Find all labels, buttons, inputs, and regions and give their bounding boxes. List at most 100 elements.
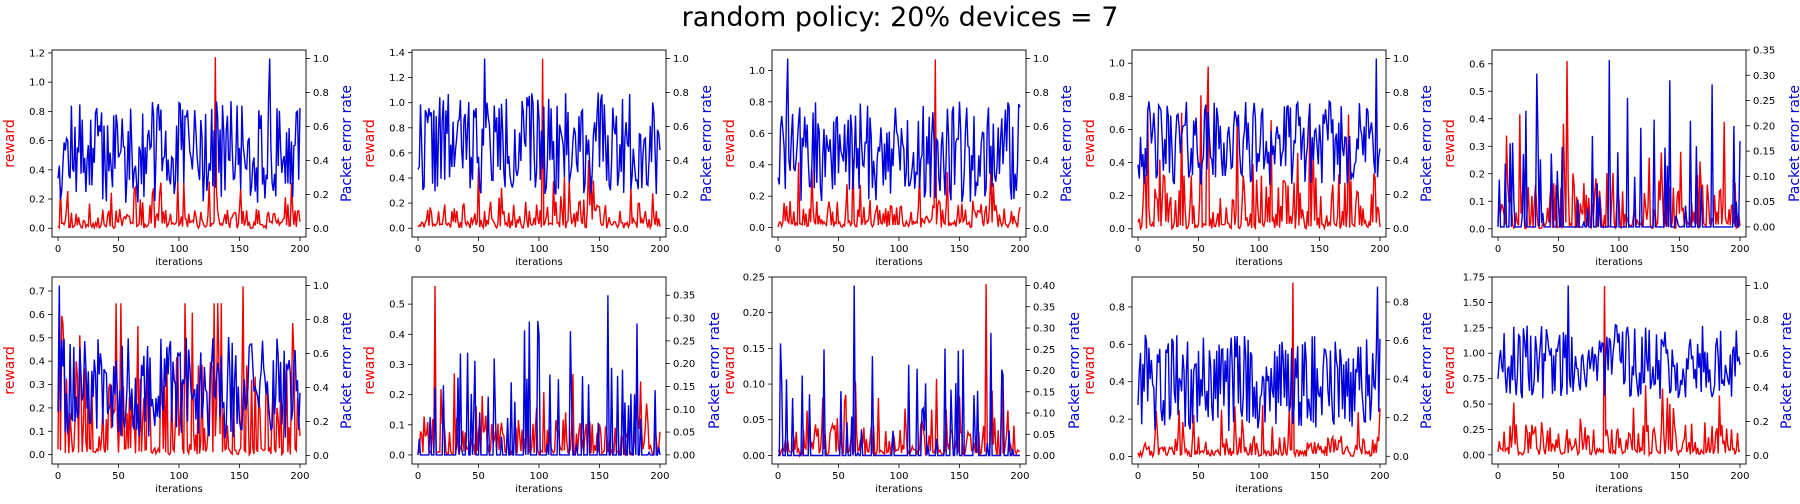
packet-error-rate-line [778,285,1020,457]
y-left-tick-label: 1.75 [1463,273,1485,284]
x-tick-label: 200 [1370,244,1389,255]
y-left-axis-label: reward [1442,346,1458,395]
y-left-tick-label: 0.0 [29,224,45,235]
y-left-tick-label: 1.0 [389,98,405,109]
y-left-tick-label: 1.0 [749,66,765,77]
x-tick-label: 0 [1495,471,1501,482]
y-right-tick-label: 0.15 [1753,147,1775,158]
y-right-tick-label: 1.0 [1753,281,1769,292]
x-tick-label: 50 [112,471,125,482]
y-right-tick-label: 0.8 [673,88,689,99]
x-tick-label: 0 [55,471,61,482]
y-left-tick-label: 0.2 [389,390,405,401]
y-left-tick-label: 0.3 [389,360,405,371]
y-left-tick-label: 0.0 [29,450,45,461]
y-left-tick-label: 0.25 [1463,425,1485,436]
y-right-tick-label: 0.15 [673,382,695,393]
x-tick-label: 150 [1310,471,1329,482]
y-left-tick-label: 0.10 [743,380,765,391]
y-left-tick-label: 0.2 [749,192,765,203]
y-right-tick-label: 0.0 [313,451,329,462]
y-left-tick-label: 1.2 [389,73,405,84]
y-right-tick-label: 0.30 [1753,71,1775,82]
y-left-tick-label: 0.2 [1469,169,1485,180]
x-tick-label: 100 [169,244,188,255]
y-left-tick-label: 0.15 [743,344,765,355]
x-tick-label: 200 [290,244,309,255]
y-left-tick-label: 1.0 [1109,59,1125,70]
packet-error-rate-line [1137,58,1381,185]
y-left-tick-label: 0.4 [29,357,45,368]
y-left-axis-label: reward [2,119,18,168]
x-tick-label: 200 [1730,244,1749,255]
y-left-tick-label: 0.6 [29,136,45,147]
y-left-tick-label: 1.4 [389,48,405,59]
y-right-axis-label: Packet error rate [707,312,723,429]
packet-error-rate-line [57,58,301,203]
y-right-tick-label: 0.20 [673,359,695,370]
x-tick-label: 50 [1192,244,1205,255]
x-tick-label: 50 [1192,471,1205,482]
y-left-tick-label: 0.3 [1469,142,1485,153]
figure-title: random policy: 20% devices = 7 [681,2,1119,33]
y-right-tick-label: 0.00 [673,450,695,461]
y-right-tick-label: 0.2 [1393,190,1409,201]
x-tick-label: 150 [950,471,969,482]
x-axis-label: iterations [1235,484,1282,495]
y-right-tick-label: 0.4 [313,156,329,167]
y-right-tick-label: 0.8 [1393,88,1409,99]
y-left-tick-label: 0.8 [29,107,45,118]
y-right-tick-label: 0.10 [1033,409,1055,420]
subplot-2: 0 50 100 150 200 iterations 0.0 0.2 0.4 0.6 0.8 1.0… [362,48,715,268]
y-right-tick-label: 1.0 [1393,54,1409,65]
y-left-tick-label: 0.4 [389,174,405,185]
y-left-tick-label: 0.4 [749,160,765,171]
y-left-tick-label: 0.05 [743,415,765,426]
x-axis-label: iterations [875,257,922,268]
reward-line [417,285,661,457]
x-tick-label: 50 [472,471,485,482]
y-right-tick-label: 0.4 [1393,375,1409,386]
y-right-tick-label: 0.30 [673,314,695,325]
packet-error-rate-line [1137,286,1381,432]
y-right-tick-label: 0.0 [313,224,329,235]
y-right-tick-label: 0.6 [1393,336,1409,347]
y-right-tick-label: 0.10 [1753,172,1775,183]
subplot-9: 0 50 100 150 200 iterations 0.0 0.2 0.4 0.6 0.8 0.0… [1082,276,1435,495]
x-tick-label: 0 [1135,471,1141,482]
y-right-tick-label: 1.0 [313,54,329,65]
y-left-tick-label: 0.0 [1109,224,1125,235]
y-left-tick-label: 0.1 [29,427,45,438]
x-axis-label: iterations [1235,257,1282,268]
subplot-7: 0 50 100 150 200 iterations 0.0 0.1 0.2 0.3 0.4 0.5… [362,276,723,495]
y-right-tick-label: 0.8 [1033,88,1049,99]
y-left-tick-label: 1.50 [1463,298,1485,309]
y-right-tick-label: 0.20 [1753,121,1775,132]
subplot-5: 0 50 100 150 200 iterations 0.0 0.1 0.2 0.3 0.4 0.5… [1442,46,1800,269]
reward-line [57,286,301,458]
y-left-axis-label: reward [722,346,738,395]
y-right-tick-label: 1.0 [313,281,329,292]
y-right-tick-label: 0.00 [1033,451,1055,462]
y-left-tick-label: 0.0 [1469,224,1485,235]
y-right-tick-label: 0.05 [1033,430,1055,441]
reward-line [1497,286,1740,458]
y-left-axis-label: reward [1082,119,1098,168]
y-right-axis-label: Packet error rate [1779,312,1795,429]
y-right-tick-label: 0.05 [1753,197,1775,208]
packet-error-rate-line [417,295,661,456]
y-right-axis-label: Packet error rate [1787,85,1800,202]
packet-error-rate-line [1497,60,1741,229]
y-left-tick-label: 0.4 [1109,377,1125,388]
packet-error-rate-line [777,58,1021,203]
x-axis-label: iterations [875,484,922,495]
x-tick-label: 200 [650,471,669,482]
subplot-10: 0 50 100 150 200 iterations 0.00 0.25 0.50 0.75 1.… [1442,273,1795,496]
y-right-tick-label: 0.25 [1033,345,1055,356]
y-left-tick-label: 0.6 [1469,59,1485,70]
x-tick-label: 100 [529,244,548,255]
x-tick-label: 200 [1730,471,1749,482]
y-right-tick-label: 0.8 [1753,315,1769,326]
x-tick-label: 0 [55,244,61,255]
